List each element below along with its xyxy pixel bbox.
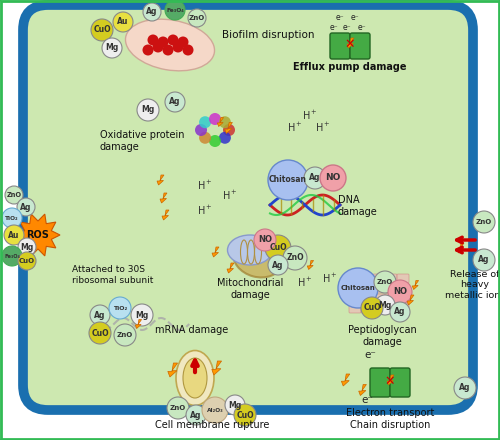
Circle shape (473, 249, 495, 271)
FancyBboxPatch shape (385, 304, 397, 313)
Text: ✕: ✕ (345, 37, 355, 51)
Circle shape (178, 37, 188, 48)
Text: ZnO: ZnO (286, 253, 304, 263)
FancyBboxPatch shape (373, 294, 385, 303)
FancyBboxPatch shape (361, 304, 373, 313)
Text: ZnO: ZnO (117, 332, 133, 338)
Text: ZnO: ZnO (6, 192, 22, 198)
Polygon shape (347, 38, 354, 48)
Circle shape (199, 132, 211, 144)
Text: e⁻: e⁻ (330, 22, 338, 32)
Polygon shape (308, 260, 314, 269)
Circle shape (219, 132, 231, 144)
Text: Ag: Ag (460, 384, 470, 392)
FancyBboxPatch shape (385, 294, 397, 303)
Text: Cell membrane rupture: Cell membrane rupture (155, 420, 270, 430)
Polygon shape (16, 214, 60, 256)
FancyBboxPatch shape (361, 284, 373, 293)
Text: Attached to 30S
ribosomal subunit: Attached to 30S ribosomal subunit (72, 265, 154, 285)
Circle shape (137, 99, 159, 121)
FancyBboxPatch shape (397, 294, 409, 303)
FancyBboxPatch shape (373, 274, 385, 283)
Text: e⁻: e⁻ (361, 395, 373, 405)
Text: CuO: CuO (269, 243, 287, 253)
Ellipse shape (228, 235, 272, 265)
Text: Chitosan: Chitosan (340, 285, 376, 291)
FancyBboxPatch shape (397, 304, 409, 313)
Text: CuO: CuO (363, 304, 381, 312)
FancyBboxPatch shape (373, 284, 385, 293)
FancyBboxPatch shape (385, 274, 397, 283)
Polygon shape (168, 363, 177, 377)
Circle shape (454, 377, 476, 399)
Circle shape (17, 198, 35, 216)
Circle shape (188, 9, 206, 27)
Text: Mg: Mg (228, 400, 241, 410)
Circle shape (114, 324, 136, 346)
Text: ZnO: ZnO (189, 15, 205, 21)
Circle shape (90, 305, 110, 325)
Text: NO: NO (326, 173, 340, 183)
Circle shape (375, 295, 395, 315)
Text: Electron transport
Chain disruption: Electron transport Chain disruption (346, 408, 434, 429)
Polygon shape (227, 263, 234, 273)
Text: H$^+$: H$^+$ (315, 121, 331, 134)
FancyBboxPatch shape (349, 274, 361, 283)
Circle shape (168, 34, 178, 45)
Circle shape (209, 135, 221, 147)
Text: ZnO: ZnO (170, 405, 186, 411)
Text: Mitochondrial
damage: Mitochondrial damage (217, 278, 283, 300)
Circle shape (202, 397, 228, 423)
Circle shape (283, 246, 307, 270)
Circle shape (109, 297, 131, 319)
Text: Ag: Ag (20, 202, 32, 212)
FancyBboxPatch shape (361, 274, 373, 283)
Polygon shape (412, 281, 418, 290)
Text: Ag: Ag (394, 308, 406, 316)
Circle shape (165, 92, 185, 112)
Text: Ag: Ag (272, 260, 283, 269)
Text: DNA
damage: DNA damage (338, 195, 378, 216)
Circle shape (2, 208, 22, 228)
Polygon shape (160, 193, 167, 203)
Text: Release of
heavy
metallic ions: Release of heavy metallic ions (445, 270, 500, 300)
Text: H$^+$: H$^+$ (322, 271, 338, 285)
Text: Fe₃O₄: Fe₃O₄ (166, 7, 184, 12)
Text: Mg: Mg (136, 311, 148, 319)
Text: Au: Au (118, 18, 128, 26)
Text: H$^+$: H$^+$ (197, 179, 213, 191)
Circle shape (142, 44, 154, 55)
Circle shape (113, 12, 133, 32)
Circle shape (223, 124, 235, 136)
Text: CuO: CuO (93, 26, 111, 34)
Ellipse shape (183, 358, 207, 398)
Circle shape (304, 167, 326, 189)
Text: Biofilm disruption: Biofilm disruption (222, 30, 314, 40)
Text: Chitosan: Chitosan (269, 176, 307, 184)
Text: e⁻: e⁻ (342, 22, 351, 32)
Circle shape (158, 37, 168, 48)
Circle shape (152, 41, 164, 52)
Polygon shape (342, 374, 350, 386)
Text: Ag: Ag (170, 98, 180, 106)
Text: ZnO: ZnO (476, 219, 492, 225)
Circle shape (234, 404, 256, 426)
Text: NO: NO (258, 235, 272, 245)
Circle shape (18, 252, 36, 270)
Circle shape (5, 186, 23, 204)
Text: ROS: ROS (26, 230, 50, 240)
Circle shape (219, 116, 231, 128)
Circle shape (102, 38, 122, 58)
Circle shape (268, 255, 288, 275)
Polygon shape (218, 117, 224, 126)
Ellipse shape (126, 19, 214, 71)
Circle shape (361, 297, 383, 319)
FancyBboxPatch shape (361, 294, 373, 303)
Circle shape (89, 322, 111, 344)
Text: TiO₂: TiO₂ (5, 216, 19, 220)
Polygon shape (162, 210, 169, 220)
Ellipse shape (234, 238, 282, 278)
Text: Au: Au (8, 231, 20, 239)
Circle shape (91, 19, 113, 41)
